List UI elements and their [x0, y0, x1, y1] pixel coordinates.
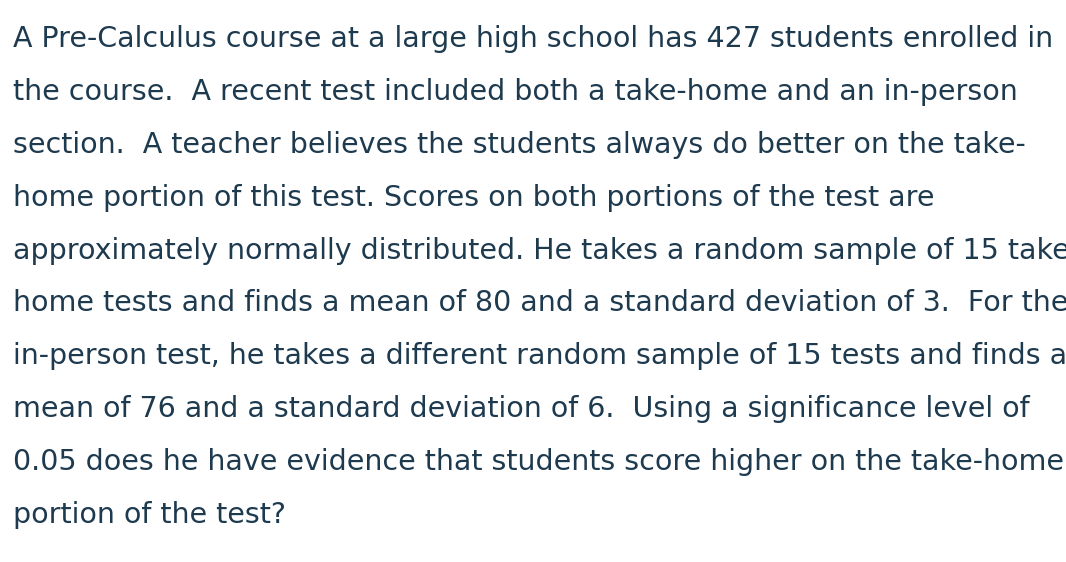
Text: approximately normally distributed. He takes a random sample of 15 take-: approximately normally distributed. He t…: [13, 237, 1066, 265]
Text: 0.05 does he have evidence that students score higher on the take-home: 0.05 does he have evidence that students…: [13, 448, 1064, 476]
Text: in-person test, he takes a different random sample of 15 tests and finds a: in-person test, he takes a different ran…: [13, 342, 1066, 370]
Text: home portion of this test. Scores on both portions of the test are: home portion of this test. Scores on bot…: [13, 184, 934, 212]
Text: mean of 76 and a standard deviation of 6.  Using a significance level of: mean of 76 and a standard deviation of 6…: [13, 395, 1030, 423]
Text: portion of the test?: portion of the test?: [13, 501, 286, 529]
Text: the course.  A recent test included both a take-home and an in-person: the course. A recent test included both …: [13, 78, 1018, 106]
Text: home tests and finds a mean of 80 and a standard deviation of 3.  For the: home tests and finds a mean of 80 and a …: [13, 289, 1066, 318]
Text: A Pre-Calculus course at a large high school has 427 students enrolled in: A Pre-Calculus course at a large high sc…: [13, 25, 1053, 53]
Text: section.  A teacher believes the students always do better on the take-: section. A teacher believes the students…: [13, 131, 1025, 159]
